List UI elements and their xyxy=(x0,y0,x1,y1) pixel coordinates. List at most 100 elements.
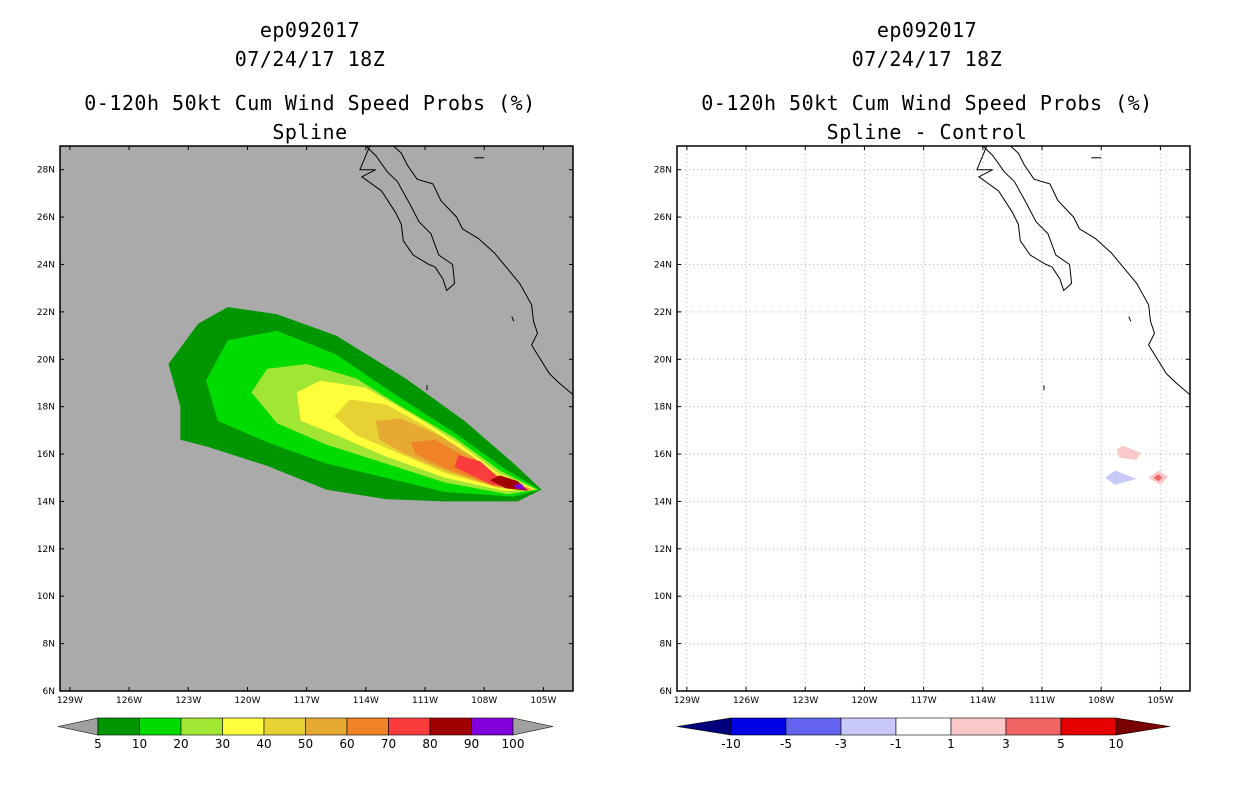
x-tick-label: 123W xyxy=(175,696,201,706)
colorbar-label: 50 xyxy=(298,737,313,751)
colorbar-swatch xyxy=(895,717,952,736)
x-tick-label: 108W xyxy=(1088,696,1114,706)
right-title-date: 07/24/17 18Z xyxy=(851,47,1003,71)
y-tick-label: 20N xyxy=(654,355,672,365)
x-tick-label: 117W xyxy=(294,696,320,706)
colorbar-right-arrow xyxy=(1115,717,1171,736)
contour-level-neg1 xyxy=(1105,470,1137,485)
colorbar-label: 5 xyxy=(94,737,102,751)
x-tick-label: 126W xyxy=(116,696,142,706)
y-tick-label: 14N xyxy=(654,497,672,507)
colorbar-label: 3 xyxy=(1002,737,1010,751)
colorbar-swatch xyxy=(730,717,787,736)
x-tick-label: 117W xyxy=(911,696,937,706)
coastline-segment xyxy=(359,146,436,268)
x-tick-label: 105W xyxy=(530,696,556,706)
colorbar-swatch xyxy=(950,717,1007,736)
colorbar-left-arrow xyxy=(676,717,732,736)
colorbar-label: -10 xyxy=(721,737,741,751)
x-tick-label: 111W xyxy=(412,696,438,706)
y-tick-label: 16N xyxy=(654,450,672,460)
colorbar-label: 100 xyxy=(502,737,525,751)
x-tick-label: 114W xyxy=(970,696,996,706)
right-title-product: 0-120h 50kt Cum Wind Speed Probs (%) xyxy=(701,91,1153,115)
colorbar-label: 90 xyxy=(464,737,479,751)
y-tick-label: 28N xyxy=(37,166,55,176)
coastline-segment xyxy=(982,146,1073,292)
y-tick-label: 12N xyxy=(37,545,55,555)
coastline-segment xyxy=(976,146,1053,268)
colorbar-swatch xyxy=(305,717,348,736)
colorbar-label: 30 xyxy=(215,737,230,751)
coastline-segment xyxy=(393,146,573,396)
coastline xyxy=(976,146,1190,396)
y-tick-label: 12N xyxy=(654,545,672,555)
colorbar-swatch xyxy=(840,717,897,736)
contour-level-90 xyxy=(513,483,526,490)
y-tick-label: 6N xyxy=(660,687,672,697)
colorbar-swatch xyxy=(471,717,514,736)
right-title-storm-id: ep092017 xyxy=(876,18,978,42)
y-tick-label: 24N xyxy=(37,260,55,270)
y-tick-label: 8N xyxy=(43,640,55,650)
left-title-method: Spline xyxy=(272,120,348,144)
y-tick-label: 28N xyxy=(654,166,672,176)
coastline-segment xyxy=(365,146,456,292)
y-tick-label: 18N xyxy=(37,403,55,413)
colorbar-label: 70 xyxy=(381,737,396,751)
plot-frame xyxy=(59,145,574,692)
x-tick-label: 114W xyxy=(353,696,379,706)
x-tick-label: 129W xyxy=(57,696,83,706)
x-tick-label: 108W xyxy=(471,696,497,706)
coastline-segment xyxy=(511,316,515,322)
colorbar-label: 60 xyxy=(339,737,354,751)
plot-background xyxy=(677,146,1190,691)
left-title-date: 07/24/17 18Z xyxy=(234,47,386,71)
y-tick-label: 22N xyxy=(654,308,672,318)
colorbar-swatch xyxy=(222,717,265,736)
colorbar-swatch xyxy=(97,717,140,736)
colorbar-label: -1 xyxy=(890,737,902,751)
colorbar-left-arrow xyxy=(57,717,99,736)
colorbar-label: -3 xyxy=(835,737,847,751)
x-tick-label: 126W xyxy=(733,696,759,706)
y-tick-label: 8N xyxy=(660,640,672,650)
contour-level-3 xyxy=(1153,474,1163,482)
x-tick-label: 111W xyxy=(1029,696,1055,706)
y-tick-label: 10N xyxy=(37,592,55,602)
plot-frame xyxy=(676,145,1191,692)
colorbar-swatch xyxy=(429,717,472,736)
colorbar-label: 20 xyxy=(173,737,188,751)
colorbar-swatch xyxy=(388,717,431,736)
colorbar-label: 5 xyxy=(1057,737,1065,751)
y-tick-label: 6N xyxy=(43,687,55,697)
x-tick-label: 129W xyxy=(674,696,700,706)
left-chart: 6N 8N 10N 12N 14N 16N 18N 20N 22N 24N 26N 28N 129W 12… xyxy=(37,145,574,751)
colorbar-swatch xyxy=(346,717,389,736)
y-tick-label: 10N xyxy=(654,592,672,602)
coastline xyxy=(359,146,573,396)
colorbar-label: 40 xyxy=(256,737,271,751)
y-tick-label: 26N xyxy=(654,213,672,223)
y-tick-label: 20N xyxy=(37,355,55,365)
colorbar-swatch xyxy=(1060,717,1117,736)
y-tick-label: 26N xyxy=(37,213,55,223)
colorbar-label: 10 xyxy=(132,737,147,751)
coastline-segment xyxy=(1010,146,1190,396)
x-tick-label: 123W xyxy=(792,696,818,706)
contour-level-1 xyxy=(1117,445,1141,460)
colorbar-swatch xyxy=(263,717,306,736)
y-tick-label: 14N xyxy=(37,497,55,507)
left-title-storm-id: ep092017 xyxy=(259,18,361,42)
x-tick-label: 105W xyxy=(1147,696,1173,706)
x-tick-label: 120W xyxy=(851,696,877,706)
y-tick-label: 22N xyxy=(37,308,55,318)
colorbar-swatch xyxy=(1005,717,1062,736)
left-title-product: 0-120h 50kt Cum Wind Speed Probs (%) xyxy=(84,91,536,115)
colorbar-swatch xyxy=(180,717,223,736)
colorbar-swatch xyxy=(139,717,182,736)
right-chart: 6N 8N 10N 12N 14N 16N 18N 20N 22N 24N 26N 28N 129W 12… xyxy=(654,145,1191,751)
colorbar-label: 80 xyxy=(422,737,437,751)
coastline-segment xyxy=(1128,316,1132,322)
right-title-method: Spline - Control xyxy=(826,120,1028,144)
